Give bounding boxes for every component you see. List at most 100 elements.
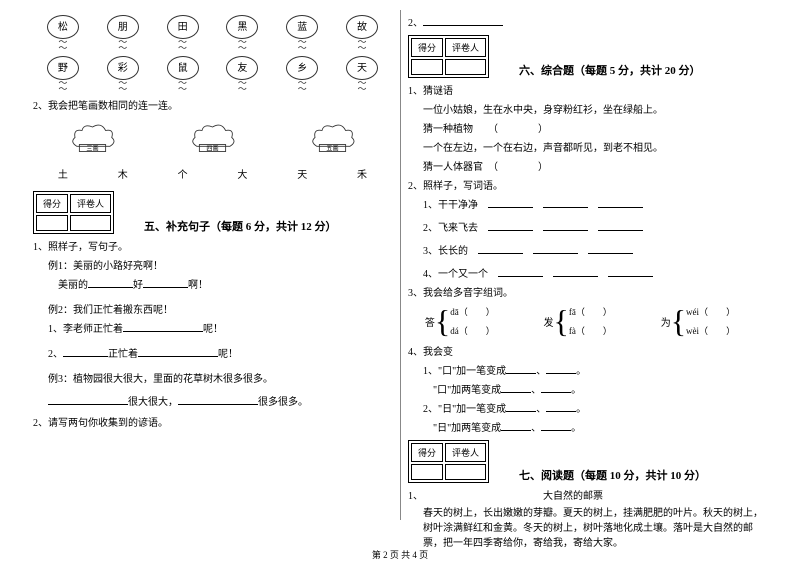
balloon-string-icon: 〜〜	[167, 80, 199, 92]
question-2-left: 2、我会把笔画数相同的连一连。	[33, 97, 392, 112]
blank[interactable]	[478, 243, 523, 254]
q5-2: 2、请写两句你收集到的谚语。	[33, 414, 392, 429]
r4: 4、我会变	[408, 343, 767, 358]
blank[interactable]	[488, 220, 533, 231]
blank[interactable]	[63, 346, 108, 357]
balloon-row-2: 野〜〜 彩〜〜 鼠〜〜 友〜〜 乡〜〜 天〜〜	[33, 56, 392, 92]
score-label: 得分	[411, 443, 443, 462]
balloon-string-icon: 〜〜	[226, 80, 258, 92]
r2-4: 4、一个又一个	[423, 265, 767, 280]
balloon-char: 天	[346, 56, 378, 80]
fill-1: 美丽的好啊！	[58, 276, 392, 291]
balloon: 田〜〜	[167, 15, 199, 51]
balloon: 彩〜〜	[107, 56, 139, 92]
right-column: 2、 得分评卷人 六、综合题（每题 5 分，共计 20 分） 1、猜谜语 一位小…	[400, 10, 775, 540]
blank[interactable]	[123, 321, 203, 332]
balloon-char: 朋	[107, 15, 139, 39]
balloon: 松〜〜	[47, 15, 79, 51]
score-table: 得分评卷人	[408, 440, 489, 483]
blank[interactable]	[506, 363, 536, 374]
balloon: 朋〜〜	[107, 15, 139, 51]
grader-label: 评卷人	[445, 38, 486, 57]
char-wei: 为	[661, 314, 671, 329]
column-divider	[400, 10, 401, 520]
blank[interactable]	[543, 197, 588, 208]
blank[interactable]	[506, 401, 536, 412]
blank[interactable]	[48, 394, 128, 405]
score-label: 得分	[411, 38, 443, 57]
blank[interactable]	[501, 382, 531, 393]
blank[interactable]	[88, 277, 133, 288]
r4-2b: "日"加两笔变成、。	[433, 419, 767, 434]
blank[interactable]	[541, 420, 571, 431]
brace-icon: {	[435, 305, 450, 337]
balloon-char: 野	[47, 56, 79, 80]
reading-title: 大自然的邮票	[543, 491, 603, 502]
blank[interactable]	[608, 266, 653, 277]
balloon: 蓝〜〜	[286, 15, 318, 51]
blank[interactable]	[501, 420, 531, 431]
char: 天	[297, 166, 307, 181]
blank[interactable]	[598, 220, 643, 231]
blank[interactable]	[546, 401, 576, 412]
char-da: 答	[425, 314, 435, 329]
poly-fa: 发{ fā（ ）fà（ ）	[544, 305, 612, 337]
polyphone-row: 答{ dā（ ）dá（ ） 发{ fā（ ）fà（ ） 为{ wéi（ ）wèi…	[408, 305, 767, 337]
blank[interactable]	[138, 346, 218, 357]
balloon-char: 友	[226, 56, 258, 80]
r2-1: 1、干干净净	[423, 196, 767, 211]
riddle-2-ans: 猜一人体器官 （ ）	[423, 158, 767, 173]
balloon: 天〜〜	[346, 56, 378, 92]
char: 禾	[357, 166, 367, 181]
balloon-string-icon: 〜〜	[167, 39, 199, 51]
cloud-icon: 五画	[305, 120, 360, 158]
blank[interactable]	[533, 243, 578, 254]
poly-da: 答{ dā（ ）dá（ ）	[425, 305, 495, 337]
left-column: 松〜〜 朋〜〜 田〜〜 黑〜〜 蓝〜〜 故〜〜 野〜〜 彩〜〜 鼠〜〜 友〜〜 …	[25, 10, 400, 540]
blank[interactable]	[498, 266, 543, 277]
r4-1b: "口"加两笔变成、。	[433, 381, 767, 396]
blank[interactable]	[553, 266, 598, 277]
svg-text:四画: 四画	[206, 146, 218, 153]
fill-2a: 1、李老师正忙着呢！	[48, 320, 392, 335]
balloon: 野〜〜	[47, 56, 79, 92]
balloon-string-icon: 〜〜	[226, 39, 258, 51]
balloon-string-icon: 〜〜	[47, 39, 79, 51]
balloon-string-icon: 〜〜	[286, 39, 318, 51]
score-table: 得分评卷人	[408, 35, 489, 78]
balloon: 故〜〜	[346, 15, 378, 51]
section-7-title: 七、阅读题（每题 10 分，共计 10 分）	[519, 467, 706, 483]
example-2: 例2：我们正忙着搬东西呢！	[48, 301, 392, 316]
r2: 2、照样子，写词语。	[408, 177, 767, 192]
blank[interactable]	[178, 394, 258, 405]
blank[interactable]	[488, 197, 533, 208]
q5-1: 1、照样子，写句子。	[33, 238, 392, 253]
blank[interactable]	[541, 382, 571, 393]
blank[interactable]	[598, 197, 643, 208]
char: 大	[237, 166, 247, 181]
reading-passage: 春天的树上，长出嫩嫩的芽瓣。夏天的树上，挂满肥肥的叶片。秋天的树上，树叶涂满鲜红…	[423, 506, 767, 551]
balloon: 友〜〜	[226, 56, 258, 92]
balloon-string-icon: 〜〜	[346, 39, 378, 51]
char: 个	[178, 166, 188, 181]
section-5-header: 得分评卷人 五、补充句子（每题 6 分，共计 12 分）	[33, 191, 392, 234]
blank[interactable]	[543, 220, 588, 231]
r7-1: 1、大自然的邮票	[408, 487, 767, 502]
brace-icon: {	[671, 305, 686, 337]
page-footer: 第 2 页 共 4 页	[0, 548, 800, 561]
r2-3: 3、长长的	[423, 242, 767, 257]
section-5-title: 五、补充句子（每题 6 分，共计 12 分）	[144, 218, 337, 234]
score-table: 得分评卷人	[33, 191, 114, 234]
blank[interactable]	[588, 243, 633, 254]
blank[interactable]	[423, 15, 503, 26]
riddle-1-ans: 猜一种植物 （ ）	[423, 120, 767, 135]
balloon-string-icon: 〜〜	[286, 80, 318, 92]
grader-label: 评卷人	[70, 194, 111, 213]
balloon-char: 乡	[286, 56, 318, 80]
poly-wei: 为{ wéi（ ）wèi（ ）	[661, 305, 735, 337]
blank[interactable]	[143, 277, 188, 288]
grader-label: 评卷人	[445, 443, 486, 462]
balloon-string-icon: 〜〜	[47, 80, 79, 92]
r1: 1、猜谜语	[408, 82, 767, 97]
blank[interactable]	[546, 363, 576, 374]
